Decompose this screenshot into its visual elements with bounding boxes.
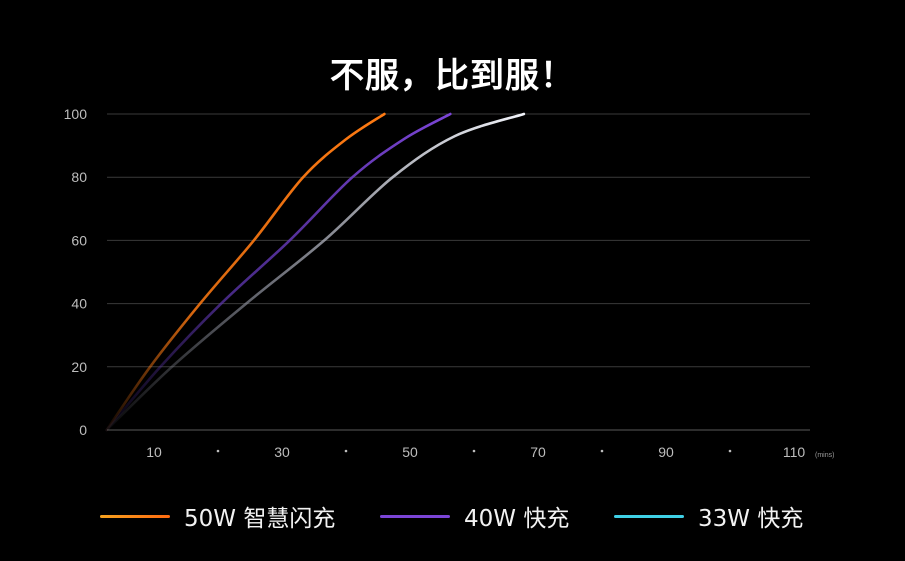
x-tick-label: 90 [658,444,674,460]
legend-item-50w: 50W 智慧闪充 [100,500,335,532]
x-tick-label: 10 [146,444,162,460]
x-tick-dot [344,449,348,453]
legend-label-40w: 40W 快充 [464,506,570,532]
grid-lines [107,113,810,431]
legend-label-33w: 33W 快充 [698,506,804,532]
x-tick-dot [216,449,220,453]
y-tick-label: 80 [71,169,87,185]
series-lines [105,112,526,432]
y-tick-label: 20 [71,359,87,375]
legend-item-40w: 40W 快充 [380,500,569,532]
x-tick-label: 50 [402,444,418,460]
legend: 50W 智慧闪充 40W 快充 33W 快充 [0,500,905,532]
x-tick-dot [472,449,476,453]
x-tick-label: 110 [783,444,806,460]
series-line-33w [105,112,526,432]
x-tick-dot [600,449,604,453]
series-line-50w [105,112,386,432]
legend-line-33w [614,514,684,518]
legend-line-50w [100,514,170,518]
legend-item-33w: 33W 快充 [614,500,803,532]
y-tick-label: 100 [64,106,88,122]
y-tick-label: 0 [79,422,87,438]
y-tick-label: 60 [71,232,87,248]
legend-label-50w: 50W 智慧闪充 [184,506,336,532]
x-axis-unit: (mins) [815,452,834,459]
series-line-40w [105,112,452,432]
x-tick-label: 30 [274,444,290,460]
legend-line-40w [380,514,450,518]
x-tick-dot [728,449,732,453]
x-axis-ticks: 10 30 50 70 90 110 (mins) [146,444,834,460]
x-tick-label: 70 [530,444,546,460]
chart-title: 不服，比到服！ [330,56,575,96]
y-axis-ticks: 0 20 40 60 80 100 [64,106,88,438]
y-tick-label: 40 [71,296,87,312]
